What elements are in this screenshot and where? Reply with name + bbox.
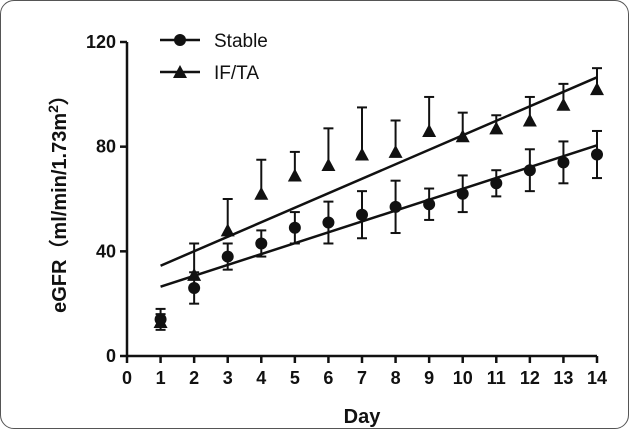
x-tick-label: 5 <box>290 368 300 388</box>
x-tick-label: 11 <box>487 368 506 388</box>
data-point <box>255 237 268 250</box>
data-point <box>254 186 269 200</box>
legend-marker <box>173 65 187 78</box>
data-point <box>456 187 469 200</box>
y-axis-title-close: ） <box>48 85 71 105</box>
y-axis-title: eGFR（ml/min/1.73m2） <box>45 85 71 313</box>
data-point <box>288 221 301 234</box>
data-point <box>591 148 603 161</box>
data-point <box>322 216 335 229</box>
series-if-ta <box>153 67 604 328</box>
data-point <box>523 164 536 177</box>
data-point <box>590 82 604 96</box>
data-point <box>489 121 504 135</box>
x-tick-label: 3 <box>223 368 233 388</box>
data-point <box>522 113 537 127</box>
data-point <box>153 314 168 328</box>
data-point <box>220 223 235 237</box>
data-point <box>321 157 336 171</box>
data-marks <box>153 67 604 331</box>
data-point <box>287 168 302 182</box>
y-axis-title-unit: （ml/min/1.73m <box>48 113 71 260</box>
data-point <box>490 177 503 190</box>
data-point <box>423 198 436 211</box>
series-stable <box>154 129 603 331</box>
x-tick-label: 1 <box>156 368 166 388</box>
x-tick-label: 12 <box>520 368 540 388</box>
legend-marker <box>174 34 186 46</box>
x-tick-label: 4 <box>256 368 266 388</box>
y-axis-title-main: eGFR <box>49 259 71 313</box>
data-point <box>422 123 437 137</box>
x-tick-label: 7 <box>357 368 367 388</box>
x-tick-label: 14 <box>587 368 607 388</box>
data-point <box>356 208 368 221</box>
y-tick-label: 80 <box>96 137 116 157</box>
x-tick-label: 8 <box>391 368 401 388</box>
data-point <box>221 250 234 263</box>
legend: Stable IF/TA <box>160 31 268 84</box>
x-tick-label: 6 <box>323 368 333 388</box>
data-point <box>188 281 201 294</box>
legend-label: IF/TA <box>214 63 259 84</box>
data-point <box>389 200 402 213</box>
legend-label: Stable <box>214 31 268 52</box>
y-tick-label: 0 <box>106 346 116 366</box>
data-point <box>557 156 570 169</box>
x-tick-label: 10 <box>453 368 473 388</box>
data-point <box>556 97 571 111</box>
y-tick-label: 120 <box>86 32 116 52</box>
data-point <box>355 147 369 161</box>
x-tick-label: 13 <box>553 368 573 388</box>
x-tick-label: 2 <box>189 368 199 388</box>
y-axis-title-superscript: 2 <box>45 105 61 113</box>
data-point <box>388 144 403 158</box>
x-tick-label: 9 <box>424 368 434 388</box>
x-tick-label: 0 <box>122 368 132 388</box>
x-axis-title: Day <box>344 406 382 428</box>
y-tick-label: 40 <box>96 241 116 261</box>
data-point <box>187 267 202 281</box>
data-point <box>455 129 470 143</box>
